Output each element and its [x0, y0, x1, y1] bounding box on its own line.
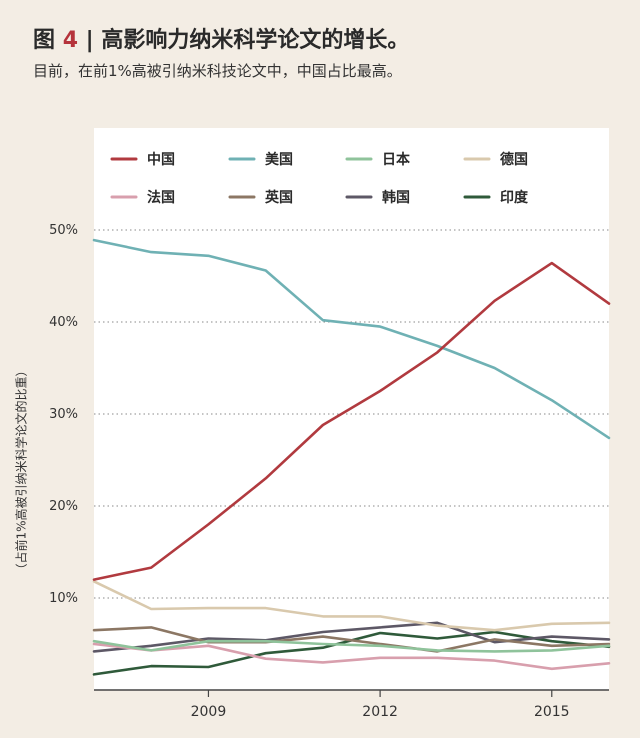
legend-label: 英国	[264, 189, 293, 206]
legend-label: 美国	[265, 151, 293, 168]
series-line	[92, 626, 611, 653]
series-line	[92, 642, 611, 671]
x-axis: 2009 2012 2015	[191, 690, 570, 720]
series-lines	[92, 238, 611, 676]
x-tick-label: 2012	[362, 704, 398, 720]
chart-subtitle: 目前，在前1%高被引纳米科技论文中，中国占比最高。	[33, 62, 402, 80]
x-tick-label: 2009	[191, 704, 227, 720]
y-axis-label-wrap: （占前1%高被引纳米科学论文的比重）	[10, 300, 32, 640]
legend-label: 印度	[500, 189, 529, 206]
series-line	[92, 580, 611, 632]
title-text: 高影响力纳米科学论文的增长。	[101, 28, 410, 53]
figure-number: 4	[62, 28, 78, 53]
legend-label: 德国	[500, 151, 528, 168]
legend-label: 韩国	[382, 189, 410, 206]
series-line	[92, 261, 611, 581]
legend-label: 日本	[382, 151, 411, 168]
y-tick-label: 30%	[49, 407, 78, 422]
chart-title: 图 4 | 高影响力纳米科学论文的增长。	[33, 26, 633, 56]
y-tick-label: 20%	[49, 499, 78, 514]
chart-header: 图 4 | 高影响力纳米科学论文的增长。 目前，在前1%高被引纳米科技论文中，中…	[33, 26, 633, 82]
title-separator: |	[85, 28, 94, 53]
y-tick-label: 10%	[49, 591, 78, 606]
y-axis-label: （占前1%高被引纳米科学论文的比重）	[14, 364, 29, 576]
series-line	[92, 238, 611, 440]
series-line	[92, 621, 611, 653]
title-prefix: 图	[33, 28, 56, 53]
series-line	[92, 639, 611, 653]
y-tick-label: 50%	[49, 223, 78, 238]
grid	[94, 229, 609, 599]
legend-label: 中国	[147, 151, 175, 168]
y-tick-label: 40%	[49, 315, 78, 330]
x-tick-label: 2015	[534, 704, 570, 720]
legend-label: 法国	[147, 189, 175, 206]
y-axis: 10% 20% 30% 40% 50%	[49, 223, 78, 606]
